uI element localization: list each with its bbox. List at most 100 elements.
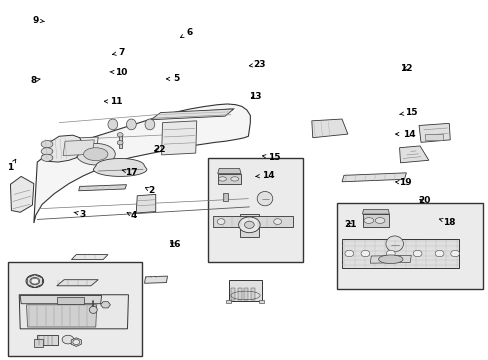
Ellipse shape [273, 219, 281, 225]
Ellipse shape [126, 119, 136, 130]
Polygon shape [93, 158, 147, 176]
Ellipse shape [117, 140, 123, 145]
Text: 4: 4 [127, 211, 136, 220]
Bar [57, 297, 83, 304]
Polygon shape [311, 119, 347, 138]
Bar [424, 134, 443, 140]
Ellipse shape [385, 236, 403, 252]
Ellipse shape [41, 148, 53, 155]
Text: 6: 6 [180, 28, 193, 37]
Text: 16: 16 [167, 240, 180, 249]
Polygon shape [151, 109, 233, 120]
Ellipse shape [108, 119, 118, 130]
Polygon shape [71, 255, 108, 260]
Polygon shape [144, 276, 167, 283]
Ellipse shape [73, 339, 80, 345]
Ellipse shape [31, 278, 39, 284]
Bar [362, 214, 388, 226]
Bar [8, 262, 142, 356]
Polygon shape [237, 288, 241, 300]
Bar [119, 143, 122, 148]
Ellipse shape [434, 250, 443, 257]
Ellipse shape [360, 250, 369, 257]
Text: 8: 8 [31, 76, 40, 85]
Ellipse shape [76, 143, 115, 165]
Bar [336, 203, 483, 289]
Polygon shape [244, 288, 248, 300]
Polygon shape [369, 255, 410, 263]
Polygon shape [230, 288, 234, 300]
Text: 11: 11 [104, 97, 123, 106]
Text: 2: 2 [145, 186, 155, 195]
Ellipse shape [244, 221, 254, 228]
Polygon shape [399, 146, 428, 163]
Ellipse shape [257, 192, 272, 206]
Polygon shape [20, 296, 102, 304]
Ellipse shape [26, 275, 43, 288]
Ellipse shape [412, 250, 421, 257]
Polygon shape [27, 275, 42, 288]
Polygon shape [63, 140, 94, 156]
Polygon shape [71, 338, 81, 346]
Ellipse shape [41, 154, 53, 161]
Text: 14: 14 [395, 130, 415, 139]
Polygon shape [10, 176, 34, 212]
Ellipse shape [62, 335, 74, 344]
Ellipse shape [30, 278, 40, 285]
Text: 19: 19 [395, 178, 411, 187]
Bar [239, 214, 259, 237]
Ellipse shape [238, 217, 260, 233]
Ellipse shape [230, 177, 238, 181]
Ellipse shape [217, 219, 224, 225]
Ellipse shape [344, 250, 353, 257]
Text: 9: 9 [33, 16, 44, 25]
Ellipse shape [374, 218, 384, 224]
Polygon shape [418, 123, 449, 142]
Bar [228, 280, 262, 301]
Text: 17: 17 [122, 168, 138, 177]
Polygon shape [362, 210, 388, 214]
Bar [259, 300, 264, 303]
Polygon shape [42, 135, 82, 162]
Ellipse shape [117, 133, 123, 137]
Bar [222, 193, 228, 201]
Polygon shape [59, 137, 98, 158]
Polygon shape [341, 173, 406, 182]
Text: 20: 20 [417, 196, 429, 205]
Text: 21: 21 [344, 220, 356, 229]
Text: 5: 5 [166, 75, 179, 84]
Ellipse shape [386, 250, 394, 257]
Polygon shape [19, 295, 128, 329]
Ellipse shape [83, 148, 108, 161]
Text: 7: 7 [112, 48, 124, 57]
Polygon shape [57, 280, 98, 286]
Ellipse shape [450, 250, 459, 257]
Ellipse shape [218, 177, 226, 181]
Bar [341, 239, 458, 268]
Text: 18: 18 [439, 218, 455, 227]
Text: 22: 22 [153, 145, 165, 154]
Polygon shape [101, 302, 110, 308]
Text: 15: 15 [399, 108, 417, 117]
Polygon shape [161, 121, 196, 155]
Polygon shape [79, 185, 126, 191]
Polygon shape [136, 194, 156, 213]
Bar [119, 135, 122, 140]
Bar [207, 158, 303, 262]
Bar [34, 339, 42, 347]
Text: 14: 14 [255, 171, 274, 180]
Bar [37, 335, 58, 345]
Polygon shape [34, 104, 250, 223]
Ellipse shape [378, 255, 402, 264]
Ellipse shape [89, 306, 97, 314]
Polygon shape [26, 305, 97, 327]
Text: 13: 13 [248, 92, 261, 101]
Text: 3: 3 [74, 210, 85, 219]
Polygon shape [217, 168, 241, 174]
Text: 15: 15 [262, 153, 281, 162]
Text: 1: 1 [7, 159, 16, 172]
Ellipse shape [145, 119, 155, 130]
Ellipse shape [41, 140, 53, 148]
Text: 23: 23 [249, 60, 265, 69]
Polygon shape [251, 288, 255, 300]
